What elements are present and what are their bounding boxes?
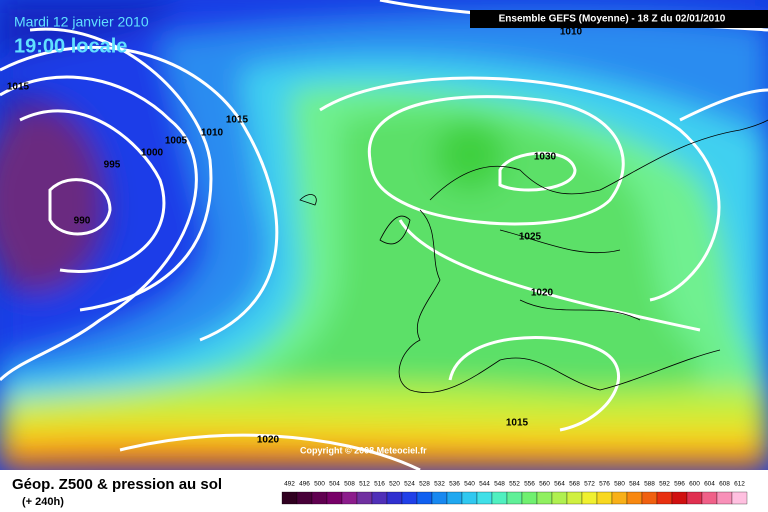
date: Mardi 12 janvier 2010 bbox=[14, 14, 149, 30]
field bbox=[0, 0, 768, 470]
isobar-label: 1020 bbox=[531, 288, 554, 299]
copyright: Copyright © 2008 Meteociel.fr bbox=[300, 445, 427, 455]
legend-swatch bbox=[401, 491, 418, 505]
isobar-label: 1005 bbox=[165, 136, 188, 147]
legend-swatch bbox=[536, 491, 553, 505]
legend-swatch bbox=[716, 491, 733, 505]
legend-label: 516 bbox=[374, 481, 385, 488]
legend-label: 536 bbox=[449, 481, 460, 488]
isobar-label: 1025 bbox=[519, 232, 542, 243]
legend-label: 608 bbox=[719, 481, 730, 488]
coastlines bbox=[299, 119, 768, 394]
legend-label: 500 bbox=[314, 481, 325, 488]
legend-label: 508 bbox=[344, 481, 355, 488]
isobar-label: 1020 bbox=[257, 435, 280, 446]
legend-label: 588 bbox=[644, 481, 655, 488]
legend-swatch bbox=[311, 491, 328, 505]
run-box bbox=[470, 10, 768, 28]
legend-swatch bbox=[356, 491, 373, 505]
legend-swatch bbox=[656, 491, 673, 505]
isobar-label: 1000 bbox=[141, 148, 164, 159]
legend-label: 524 bbox=[404, 481, 415, 488]
legend-label: 544 bbox=[479, 481, 490, 488]
legend-label: 532 bbox=[434, 481, 445, 488]
legend-label: 496 bbox=[299, 481, 310, 488]
legend-swatch bbox=[326, 491, 343, 505]
legend-swatch bbox=[551, 491, 568, 505]
footer-lead: (+ 240h) bbox=[22, 496, 64, 508]
legend-swatch bbox=[296, 491, 313, 505]
isobar-label: 990 bbox=[74, 216, 91, 227]
legend-swatch bbox=[386, 491, 403, 505]
isobar-label: 1010 bbox=[560, 27, 583, 38]
legend-label: 592 bbox=[659, 481, 670, 488]
legend-swatch bbox=[626, 491, 643, 505]
legend-label: 548 bbox=[494, 481, 505, 488]
legend-swatch bbox=[611, 491, 628, 505]
legend-label: 584 bbox=[629, 481, 640, 488]
isobar-label: 1030 bbox=[534, 152, 557, 163]
legend-label: 560 bbox=[539, 481, 550, 488]
legend-swatch bbox=[521, 491, 538, 505]
legend-swatch bbox=[431, 491, 448, 505]
legend-label: 572 bbox=[584, 481, 595, 488]
legend-label: 512 bbox=[359, 481, 370, 488]
legend-swatch bbox=[641, 491, 658, 505]
legend-label: 564 bbox=[554, 481, 565, 488]
run-info: Ensemble GEFS (Moyenne) - 18 Z du 02/01/… bbox=[499, 14, 726, 25]
isobar-label: 1015 bbox=[226, 115, 249, 126]
legend-label: 540 bbox=[464, 481, 475, 488]
legend-label: 600 bbox=[689, 481, 700, 488]
legend-swatch bbox=[506, 491, 523, 505]
isobar-label: 995 bbox=[104, 160, 121, 171]
legend-label: 520 bbox=[389, 481, 400, 488]
legend-label: 504 bbox=[329, 481, 340, 488]
legend-swatch bbox=[461, 491, 478, 505]
footer-title: Géop. Z500 & pression au sol bbox=[12, 476, 222, 493]
legend-swatch bbox=[446, 491, 463, 505]
legend-swatch bbox=[416, 491, 433, 505]
legend-label: 492 bbox=[284, 481, 295, 488]
legend-swatch bbox=[671, 491, 688, 505]
legend-swatch bbox=[476, 491, 493, 505]
time: 19:00 locale bbox=[14, 35, 127, 57]
legend-swatch bbox=[491, 491, 508, 505]
isobar-label: 1010 bbox=[201, 128, 224, 139]
legend-swatch bbox=[581, 491, 598, 505]
legend-swatch bbox=[566, 491, 583, 505]
legend-swatch bbox=[596, 491, 613, 505]
legend-swatch bbox=[341, 491, 358, 505]
legend-label: 596 bbox=[674, 481, 685, 488]
legend-swatch bbox=[701, 491, 718, 505]
legend-label: 580 bbox=[614, 481, 625, 488]
legend-label: 576 bbox=[599, 481, 610, 488]
isobar-label: 1015 bbox=[7, 82, 30, 93]
legend-swatch bbox=[281, 491, 298, 505]
legend-label: 552 bbox=[509, 481, 520, 488]
legend-swatch bbox=[371, 491, 388, 505]
legend-label: 604 bbox=[704, 481, 715, 488]
legend-label: 612 bbox=[734, 481, 745, 488]
legend-swatch bbox=[686, 491, 703, 505]
legend-label: 528 bbox=[419, 481, 430, 488]
legend-swatch bbox=[731, 491, 748, 505]
isobar-label: 1015 bbox=[506, 418, 529, 429]
legend-label: 568 bbox=[569, 481, 580, 488]
legend-label: 556 bbox=[524, 481, 535, 488]
